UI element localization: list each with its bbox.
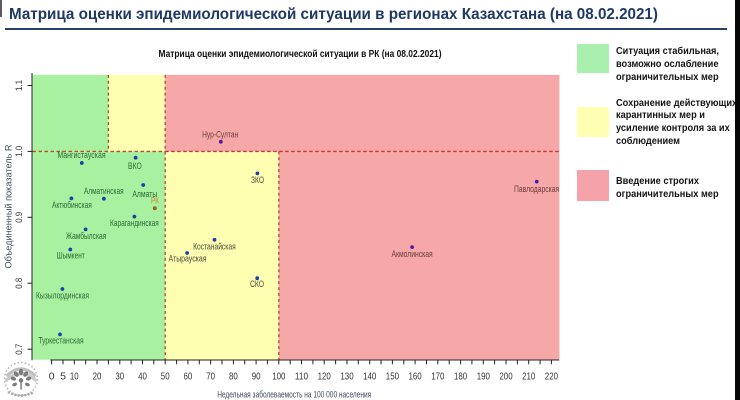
svg-text:1.1: 1.1 (14, 80, 24, 91)
svg-text:СКО: СКО (250, 279, 264, 289)
svg-text:180: 180 (454, 372, 467, 383)
svg-text:210: 210 (522, 372, 535, 383)
svg-text:Павлодарская: Павлодарская (514, 184, 559, 194)
svg-text:160: 160 (409, 372, 422, 383)
svg-text:70: 70 (206, 372, 215, 383)
svg-text:ЗКО: ЗКО (251, 175, 264, 185)
svg-text:Недельная заболеваемость на 10: Недельная заболеваемость на 100 000 насе… (217, 390, 371, 400)
svg-text:0.7: 0.7 (14, 344, 24, 355)
svg-text:1.0: 1.0 (14, 146, 24, 157)
svg-text:10: 10 (70, 372, 79, 383)
svg-text:5: 5 (60, 372, 66, 383)
svg-text:100: 100 (272, 372, 285, 383)
svg-text:Жамбылская: Жамбылская (66, 231, 106, 241)
svg-text:Шымкент: Шымкент (57, 251, 85, 261)
svg-text:Мангистауская: Мангистауская (57, 150, 105, 160)
svg-text:Актюбинская: Актюбинская (52, 200, 92, 210)
svg-text:150: 150 (386, 372, 399, 383)
svg-text:Матрица оценки эпидемиологичес: Матрица оценки эпидемиологической ситуац… (159, 49, 442, 60)
svg-text:140: 140 (363, 372, 376, 383)
svg-text:50: 50 (161, 372, 170, 383)
svg-text:40: 40 (138, 372, 147, 383)
svg-text:130: 130 (340, 372, 353, 383)
svg-text:Кызылординская: Кызылординская (36, 291, 89, 301)
svg-text:60: 60 (184, 372, 193, 383)
svg-text:ВКО: ВКО (128, 161, 142, 171)
svg-text:30: 30 (115, 372, 124, 383)
svg-text:170: 170 (431, 372, 444, 383)
svg-text:Объединенный показатель R: Объединенный показатель R (3, 144, 13, 268)
svg-text:Атырауская: Атырауская (169, 254, 207, 264)
svg-text:200: 200 (499, 372, 512, 383)
svg-text:0.8: 0.8 (14, 278, 24, 289)
svg-text:120: 120 (318, 372, 331, 383)
svg-text:0: 0 (49, 372, 55, 383)
svg-text:90: 90 (252, 372, 261, 383)
svg-text:0.9: 0.9 (14, 212, 24, 223)
svg-text:110: 110 (295, 372, 308, 383)
svg-text:РК: РК (151, 196, 160, 206)
svg-text:Костанайская: Костанайская (193, 241, 236, 251)
svg-text:80: 80 (229, 372, 238, 383)
svg-text:190: 190 (477, 372, 490, 383)
svg-text:Алматы: Алматы (132, 189, 157, 199)
svg-text:Акмолинская: Акмолинская (392, 249, 433, 259)
svg-text:20: 20 (93, 372, 102, 383)
svg-text:Нур-Султан: Нур-Султан (202, 130, 238, 140)
svg-text:Туркестанская: Туркестанская (38, 336, 83, 346)
svg-text:Карагандинская: Карагандинская (110, 218, 159, 228)
svg-text:Алматинская: Алматинская (84, 186, 124, 196)
svg-text:220: 220 (545, 372, 558, 383)
